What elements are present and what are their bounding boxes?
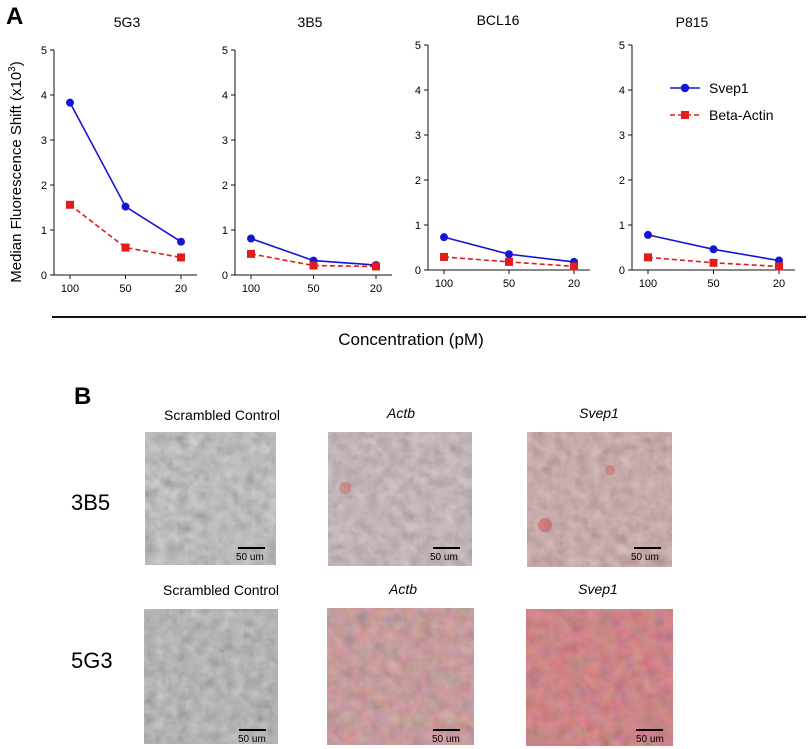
legend-svep1-label: Svep1 xyxy=(709,80,749,96)
data-point-svep1 xyxy=(644,230,652,239)
y-tick-label: 5 xyxy=(222,45,228,57)
x-tick-label: 20 xyxy=(568,278,580,290)
x-tick-label: 50 xyxy=(119,283,131,295)
data-point-beta-actin xyxy=(644,253,652,262)
y-tick-label: 0 xyxy=(222,270,228,282)
y-tick-label: 2 xyxy=(415,175,421,187)
scale-bar-label: 50 um xyxy=(236,552,264,563)
y-tick-label: 3 xyxy=(415,130,421,142)
data-point-svep1 xyxy=(177,237,185,246)
legend-actin-marker xyxy=(681,111,689,119)
y-tick-label: 1 xyxy=(619,220,625,232)
y-tick-label: 2 xyxy=(222,180,228,192)
legend-svep1-marker xyxy=(680,83,690,93)
series-line-beta-actin xyxy=(69,204,182,259)
data-point-svep1 xyxy=(247,234,255,243)
data-point-beta-actin xyxy=(121,243,130,252)
y-tick-label: 1 xyxy=(222,225,228,237)
chart-bcl16: BCL16 0 1 2 3 4 5 100 50 20 xyxy=(415,12,590,290)
image-title-3b5-actb: Actb xyxy=(386,405,415,421)
legend: Svep1 Beta-Actin xyxy=(670,80,774,123)
x-tick-label: 20 xyxy=(175,283,187,295)
x-axis-label: Concentration (pM) xyxy=(338,330,484,349)
x-tick-label: 20 xyxy=(773,278,785,290)
x-tick-label: 50 xyxy=(307,283,319,295)
micrograph-3b5-scrambled: 50 um xyxy=(145,432,276,565)
image-title-5g3-svep1: Svep1 xyxy=(578,581,618,597)
y-tick-label: 5 xyxy=(415,40,421,52)
series-line-svep1 xyxy=(69,102,182,243)
image-title-3b5-svep1: Svep1 xyxy=(579,405,619,421)
y-tick-label: 2 xyxy=(619,175,625,187)
data-point-beta-actin xyxy=(372,262,380,271)
chart-title: 3B5 xyxy=(298,14,323,30)
y-tick-label: 0 xyxy=(41,270,47,282)
scale-bar-label: 50 um xyxy=(432,734,460,745)
data-point-beta-actin xyxy=(309,261,318,270)
image-title-5g3-scrambled: Scrambled Control xyxy=(163,582,279,598)
micrograph-3b5-actb: 50 um xyxy=(328,432,472,566)
legend-actin-label: Beta-Actin xyxy=(709,107,774,123)
image-title-3b5-scrambled: Scrambled Control xyxy=(164,407,280,423)
y-tick-label: 0 xyxy=(415,265,421,277)
micrograph-5g3-svep1: 50 um xyxy=(526,609,673,746)
y-axis-label: Median Fluorescence Shift (x103) xyxy=(7,61,25,283)
data-point-beta-actin xyxy=(570,262,578,271)
scale-bar-label: 50 um xyxy=(636,734,664,745)
panel-a-letter: A xyxy=(6,3,23,30)
chart-p815: P815 0 1 2 3 4 5 100 50 20 xyxy=(619,14,795,290)
data-point-beta-actin xyxy=(66,200,74,209)
y-tick-label: 3 xyxy=(222,135,228,147)
x-tick-label: 100 xyxy=(639,278,657,290)
data-point-svep1 xyxy=(505,250,513,259)
panel-b-letter: B xyxy=(74,383,91,410)
x-tick-label: 100 xyxy=(435,278,453,290)
chart-3b5: 3B5 0 1 2 3 4 5 100 50 20 xyxy=(222,14,392,295)
y-tick-label: 0 xyxy=(619,265,625,277)
data-point-beta-actin xyxy=(440,252,448,261)
y-tick-label: 2 xyxy=(41,180,47,192)
micrograph-5g3-scrambled: 50 um xyxy=(144,609,278,745)
y-tick-label: 3 xyxy=(619,130,625,142)
chart-5g3: 5G3 0 1 2 3 4 5 100 50 20 xyxy=(41,14,197,295)
micrograph-3b5-svep1: 50 um xyxy=(527,432,672,567)
data-point-beta-actin xyxy=(709,258,718,267)
chart-title: P815 xyxy=(676,14,709,30)
y-tick-label: 5 xyxy=(619,40,625,52)
x-tick-label: 50 xyxy=(503,278,515,290)
chart-title: 5G3 xyxy=(114,14,141,30)
x-tick-label: 100 xyxy=(61,283,79,295)
y-tick-label: 4 xyxy=(619,85,625,97)
x-tick-label: 50 xyxy=(707,278,719,290)
y-tick-label: 5 xyxy=(41,45,47,57)
data-point-svep1 xyxy=(709,245,718,254)
y-tick-label: 4 xyxy=(222,90,228,102)
y-tick-label: 3 xyxy=(41,135,47,147)
image-title-5g3-actb: Actb xyxy=(388,581,417,597)
x-tick-label: 100 xyxy=(242,283,260,295)
y-tick-label: 4 xyxy=(41,90,47,102)
data-point-beta-actin xyxy=(177,253,185,262)
data-point-beta-actin xyxy=(247,249,255,258)
data-point-beta-actin xyxy=(505,257,513,266)
row-label-5g3: 5G3 xyxy=(71,648,113,673)
scale-bar-label: 50 um xyxy=(631,552,659,563)
data-point-svep1 xyxy=(66,98,74,107)
scale-bar-label: 50 um xyxy=(430,552,458,563)
scale-bar-label: 50 um xyxy=(238,734,266,745)
y-tick-label: 4 xyxy=(415,85,421,97)
chart-title: BCL16 xyxy=(477,12,520,28)
data-point-beta-actin xyxy=(775,262,783,271)
y-tick-label: 1 xyxy=(415,220,421,232)
row-label-3b5: 3B5 xyxy=(71,490,110,515)
data-point-svep1 xyxy=(440,233,448,242)
x-tick-label: 20 xyxy=(370,283,382,295)
y-tick-label: 1 xyxy=(41,225,47,237)
series-line-beta-actin xyxy=(250,253,377,268)
data-point-svep1 xyxy=(121,202,130,211)
micrograph-5g3-actb: 50 um xyxy=(327,608,474,745)
